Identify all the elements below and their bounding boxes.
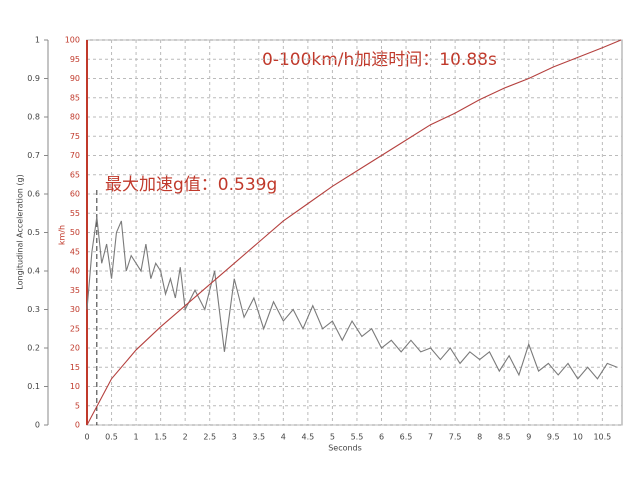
x-tick-label: 8.5 xyxy=(498,433,511,442)
x-tick-label: 6 xyxy=(379,433,384,442)
x-tick-label: 9.5 xyxy=(547,433,560,442)
x-tick-label: 7 xyxy=(428,433,433,442)
y2-tick-label: 65 xyxy=(70,170,80,179)
y2-tick-label: 35 xyxy=(70,286,80,295)
y2-tick-label: 75 xyxy=(70,132,80,141)
x-axis-title: Seconds xyxy=(328,444,362,453)
data-line xyxy=(86,217,618,380)
x-tick-label: 10.5 xyxy=(593,433,611,442)
x-tick-label: 3.5 xyxy=(252,433,265,442)
y2-tick-label: 5 xyxy=(75,401,80,410)
y-axis-title: Longitudinal Acceleration (g) xyxy=(16,174,25,289)
y2-tick-label: 90 xyxy=(70,74,80,83)
y-tick-label: 0.3 xyxy=(27,305,40,314)
y2-tick-label: 30 xyxy=(70,305,80,314)
y2-tick-label: 100 xyxy=(65,36,80,45)
x-tick-label: 3 xyxy=(232,433,237,442)
y2-tick-label: 85 xyxy=(70,93,80,102)
y2-tick-label: 25 xyxy=(70,324,80,333)
x-tick-label: 9 xyxy=(526,433,531,442)
y-tick-label: 0.9 xyxy=(27,74,40,83)
y2-tick-label: 0 xyxy=(75,421,80,430)
data-line xyxy=(86,39,622,426)
annotation: 0-100km/h加速时间：10.88s xyxy=(262,50,497,70)
x-tick-label: 4 xyxy=(281,433,286,442)
x-tick-label: 5 xyxy=(330,433,335,442)
x-tick-label: 2.5 xyxy=(203,433,216,442)
annotation: 最大加速g值：0.539g xyxy=(105,175,277,195)
x-tick-label: 4.5 xyxy=(302,433,315,442)
y2-tick-label: 40 xyxy=(70,267,80,276)
x-tick-label: 6.5 xyxy=(400,433,413,442)
y2-axis-title: km/h xyxy=(58,225,67,245)
x-tick-label: 7.5 xyxy=(449,433,462,442)
y2-tick-label: 20 xyxy=(70,344,80,353)
y-tick-label: 0.7 xyxy=(27,151,40,160)
y-tick-label: 0.6 xyxy=(27,190,40,199)
y2-tick-label: 80 xyxy=(70,113,80,122)
y-tick-label: 1 xyxy=(35,36,40,45)
y-tick-label: 0.1 xyxy=(27,382,40,391)
y-tick-label: 0 xyxy=(35,421,40,430)
y2-tick-label: 10 xyxy=(70,382,80,391)
y2-tick-label: 55 xyxy=(70,209,80,218)
y-tick-label: 0.5 xyxy=(27,228,40,237)
y-tick-label: 0.8 xyxy=(27,113,40,122)
x-tick-label: 1.5 xyxy=(154,433,167,442)
x-tick-label: 0.5 xyxy=(105,433,118,442)
y2-tick-label: 50 xyxy=(70,228,80,237)
y-tick-label: 0.2 xyxy=(27,344,40,353)
y2-tick-label: 15 xyxy=(70,363,80,372)
y2-tick-label: 60 xyxy=(70,190,80,199)
y2-tick-label: 45 xyxy=(70,247,80,256)
x-tick-label: 0 xyxy=(84,433,89,442)
y2-tick-label: 70 xyxy=(70,151,80,160)
x-tick-label: 10 xyxy=(573,433,583,442)
y2-tick-label: 95 xyxy=(70,55,80,64)
y-tick-label: 0.4 xyxy=(27,267,40,276)
x-tick-label: 5.5 xyxy=(351,433,364,442)
x-tick-label: 2 xyxy=(183,433,188,442)
x-tick-label: 1 xyxy=(134,433,139,442)
x-tick-label: 8 xyxy=(477,433,482,442)
